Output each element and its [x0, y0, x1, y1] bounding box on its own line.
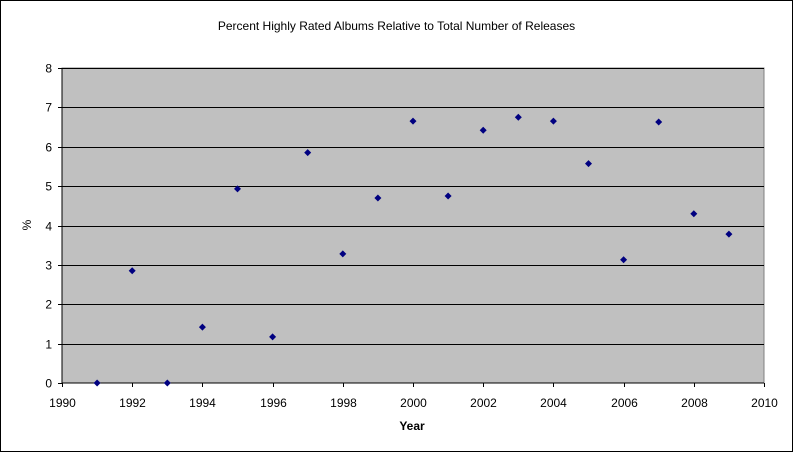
- data-point: [304, 149, 312, 157]
- data-point: [549, 117, 557, 125]
- x-axis-label: Year: [399, 419, 425, 433]
- y-tick-label: 6: [45, 141, 52, 155]
- data-point: [339, 250, 347, 258]
- x-tick-label: 2008: [681, 396, 708, 410]
- x-tick-label: 1994: [189, 396, 216, 410]
- data-point: [198, 323, 206, 331]
- data-point: [655, 118, 663, 126]
- y-tick-label: 7: [45, 101, 52, 115]
- data-point: [128, 267, 136, 275]
- data-point: [620, 256, 628, 264]
- y-axis-label: %: [20, 219, 34, 230]
- x-axis-ticks: 1990 1992 1994 1996 1998 2000 2002 2004 2006 2008…: [49, 383, 778, 410]
- y-tick-label: 3: [45, 259, 52, 273]
- y-axis-ticks: 0 1 2 3 4 5 6 7 8: [45, 62, 62, 391]
- plot-area: [61, 67, 765, 384]
- x-tick-label: 2002: [470, 396, 497, 410]
- data-point: [93, 379, 101, 387]
- x-tick-label: 1998: [330, 396, 357, 410]
- data-point: [374, 194, 382, 202]
- y-tick-label: 8: [45, 62, 52, 76]
- data-point: [690, 210, 698, 218]
- y-tick-label: 1: [45, 338, 52, 352]
- data-point: [269, 333, 277, 341]
- x-tick-label: 2010: [751, 396, 778, 410]
- y-tick-label: 2: [45, 298, 52, 312]
- x-tick-label: 1990: [49, 396, 76, 410]
- data-point: [163, 379, 171, 387]
- x-tick-label: 1996: [260, 396, 287, 410]
- data-point: [514, 113, 522, 121]
- data-point: [409, 117, 417, 125]
- data-point: [725, 230, 733, 238]
- x-tick-label: 2004: [540, 396, 567, 410]
- x-tick-label: 1992: [119, 396, 146, 410]
- x-tick-label: 2006: [611, 396, 638, 410]
- data-point: [234, 185, 241, 193]
- y-tick-label: 0: [45, 377, 52, 391]
- y-tick-label: 4: [45, 220, 52, 234]
- chart-title: Percent Highly Rated Albums Relative to …: [217, 19, 576, 33]
- x-tick-label: 2000: [400, 396, 427, 410]
- data-point: [444, 192, 452, 200]
- data-point: [585, 160, 592, 168]
- y-tick-label: 5: [45, 180, 52, 194]
- gridlines: [62, 68, 764, 345]
